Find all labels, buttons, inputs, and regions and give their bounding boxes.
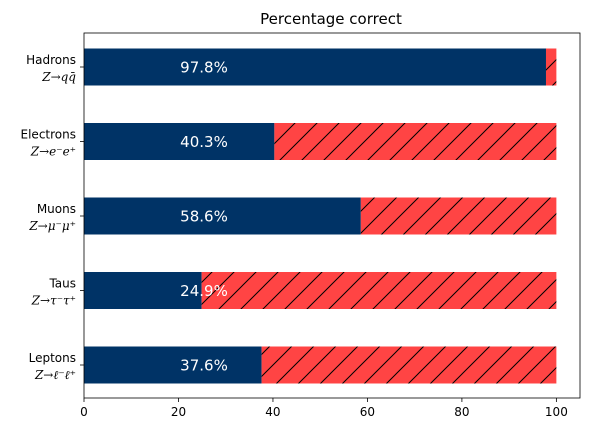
x-tick-label: 80 bbox=[454, 405, 469, 419]
y-tick-label-leptons: Leptons bbox=[29, 351, 76, 365]
y-tick-process-taus: Z→τ⁻τ⁺ bbox=[31, 294, 76, 308]
bar-incorrect-hadrons bbox=[545, 48, 557, 86]
bar-label-taus: 24.9% bbox=[180, 282, 228, 300]
x-tick-label: 100 bbox=[545, 405, 568, 419]
y-tick-label-muons: Muons bbox=[37, 202, 76, 216]
y-tick-label-hadrons: Hadrons bbox=[26, 53, 76, 67]
y-tick-label-electrons: Electrons bbox=[21, 128, 76, 142]
bar-correct-electrons bbox=[84, 123, 275, 160]
plot-frame bbox=[83, 32, 581, 399]
chart-title: Percentage correct bbox=[260, 10, 402, 28]
x-tick-label: 20 bbox=[171, 405, 186, 419]
x-tick-label: 0 bbox=[80, 405, 88, 419]
bar-label-leptons: 37.6% bbox=[180, 357, 228, 375]
bar-incorrect-electrons bbox=[274, 123, 557, 160]
y-tick-process-electrons: Z→e⁻e⁺ bbox=[30, 145, 76, 159]
bar-incorrect-taus bbox=[201, 272, 557, 309]
bar-incorrect-leptons bbox=[261, 346, 557, 384]
bar-correct-taus bbox=[84, 272, 202, 309]
x-tick-label: 60 bbox=[360, 405, 375, 419]
bar-label-hadrons: 97.8% bbox=[180, 59, 228, 77]
y-tick-process-muons: Z→μ⁻μ⁺ bbox=[28, 219, 76, 233]
axes-layer: Hadrons Z→qq̄ Electrons Z→e⁻e⁺ Muons Z→μ⁻μ⁺ Ta… bbox=[21, 32, 581, 419]
bars-layer: 97.8% 40.3% 58.6% 24.9% 37.6% bbox=[84, 48, 557, 384]
x-tick-label: 40 bbox=[265, 405, 280, 419]
bar-label-electrons: 40.3% bbox=[180, 133, 228, 151]
y-tick-process-hadrons: Z→qq̄ bbox=[41, 70, 76, 84]
y-tick-label-taus: Taus bbox=[48, 277, 76, 291]
bar-label-muons: 58.6% bbox=[180, 208, 228, 226]
y-tick-process-leptons: Z→ℓ⁻ℓ⁺ bbox=[34, 368, 76, 382]
bar-incorrect-muons bbox=[360, 197, 557, 235]
bar-correct-muons bbox=[84, 197, 361, 235]
bar-correct-hadrons bbox=[84, 48, 546, 86]
bar-correct-leptons bbox=[84, 346, 262, 384]
